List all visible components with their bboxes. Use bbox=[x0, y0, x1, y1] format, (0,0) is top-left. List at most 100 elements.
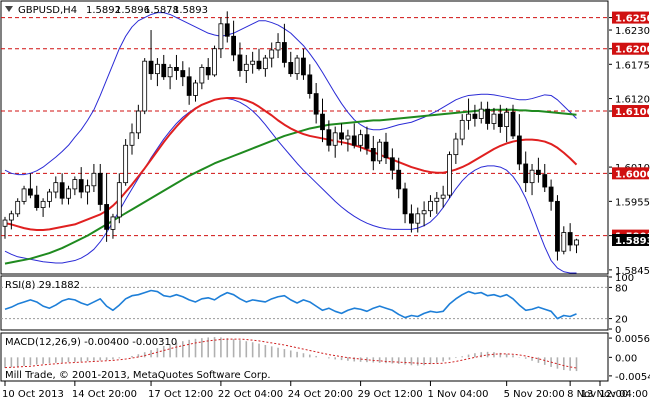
rsi-levels bbox=[1, 286, 608, 320]
candle-0 bbox=[2, 216, 8, 239]
candle-25 bbox=[161, 54, 167, 80]
time-axis: 10 Oct 2013 14 Oct 20:00 17 Oct 12:00 22 Oc… bbox=[2, 381, 648, 400]
bollinger-upper-line bbox=[4, 12, 577, 176]
candle-body-up bbox=[110, 216, 116, 230]
candle-54 bbox=[345, 129, 351, 152]
macd-title: MACD(12,26,9) -0.00400 -0.00310 bbox=[5, 337, 177, 348]
candle-body-up bbox=[218, 23, 224, 50]
candle-body-up bbox=[142, 60, 148, 112]
candle-69 bbox=[440, 185, 446, 208]
candle-body-up bbox=[85, 185, 90, 193]
candle-body-up bbox=[262, 57, 268, 70]
candle-41 bbox=[262, 54, 268, 77]
ma-fast-line bbox=[4, 96, 578, 232]
candle-6 bbox=[40, 198, 46, 217]
candle-body-up bbox=[428, 200, 433, 212]
candle-body-up bbox=[421, 210, 427, 215]
candle-body-down bbox=[497, 113, 503, 127]
candle-body-down bbox=[104, 204, 109, 230]
candle-body-up bbox=[275, 42, 281, 51]
candle-7 bbox=[47, 188, 52, 208]
candle-29 bbox=[186, 67, 192, 105]
candle-3 bbox=[21, 185, 27, 205]
rsi-title: RSI(8) 29.1882 bbox=[5, 280, 80, 291]
rsi-polyline bbox=[4, 289, 577, 320]
candle-body-down bbox=[180, 70, 186, 78]
candle-body-up bbox=[269, 49, 275, 59]
price-tick-label-10: 1.5845 bbox=[615, 266, 650, 277]
candle-17 bbox=[110, 213, 116, 239]
candle-67 bbox=[428, 195, 433, 217]
candle-12 bbox=[78, 167, 84, 199]
candle-body-down bbox=[396, 169, 402, 190]
candle-14 bbox=[91, 163, 97, 193]
price-tick-label-0: 1.6250 bbox=[615, 14, 650, 25]
candle-28 bbox=[180, 61, 186, 87]
candle-body-down bbox=[548, 186, 554, 202]
candle-body-down bbox=[370, 148, 376, 162]
candle-body-down bbox=[256, 60, 262, 70]
candle-60 bbox=[383, 132, 389, 164]
candle-body-up bbox=[53, 182, 59, 193]
macd-pane: 0.00561 0.00 -0.00540 MACD(12,26,9) -0.004… bbox=[0, 332, 650, 383]
candle-body-down bbox=[567, 232, 573, 246]
candle-body-down bbox=[383, 141, 389, 159]
macd-tick-label-1: 0.00 bbox=[615, 353, 637, 364]
candle-38 bbox=[243, 54, 249, 83]
time-tick-label-2: 17 Oct 12:00 bbox=[148, 389, 213, 400]
time-tick-label-9: 13 Nov 04:00 bbox=[581, 389, 648, 400]
candle-body-down bbox=[389, 157, 395, 171]
candle-47 bbox=[301, 48, 306, 80]
candle-39 bbox=[250, 51, 256, 74]
candle-body-down bbox=[34, 194, 40, 208]
candle-body-down bbox=[408, 213, 414, 224]
candle-body-up bbox=[415, 213, 421, 224]
candle-85 bbox=[542, 163, 548, 193]
candle-76 bbox=[485, 101, 491, 130]
candle-body-down bbox=[510, 111, 516, 137]
candle-58 bbox=[370, 135, 376, 171]
candle-body-up bbox=[447, 154, 452, 196]
candle-61 bbox=[389, 148, 395, 180]
candle-body-down bbox=[555, 200, 560, 252]
candle-24 bbox=[154, 58, 160, 87]
candle-80 bbox=[510, 104, 516, 140]
candle-body-down bbox=[320, 113, 325, 131]
candle-body-up bbox=[529, 169, 535, 184]
time-tick-label-6: 1 Nov 04:00 bbox=[427, 389, 488, 400]
candle-body-up bbox=[377, 141, 383, 162]
candle-body-up bbox=[478, 108, 484, 119]
candle-9 bbox=[59, 173, 65, 205]
rsi-plot-frame bbox=[0, 275, 609, 331]
candle-body-up bbox=[434, 197, 440, 202]
candle-63 bbox=[402, 182, 408, 224]
candle-body-up bbox=[199, 67, 205, 84]
ohlc-readout: 1.5892 1.5896 1.5878 1.5893 bbox=[86, 5, 208, 16]
candle-body-down bbox=[148, 60, 154, 75]
candle-72 bbox=[459, 114, 465, 146]
candle-body-up bbox=[2, 219, 8, 227]
candle-33 bbox=[212, 45, 217, 77]
candle-86 bbox=[548, 179, 554, 211]
candle-body-up bbox=[135, 110, 141, 134]
macd-histogram bbox=[4, 337, 578, 372]
candles bbox=[2, 11, 579, 261]
candle-57 bbox=[364, 126, 370, 155]
price-tick-label-7: 1.6000 bbox=[615, 169, 650, 180]
candle-body-up bbox=[193, 82, 198, 96]
candle-22 bbox=[142, 58, 148, 115]
candle-4 bbox=[27, 173, 33, 199]
candle-body-down bbox=[339, 132, 344, 140]
candle-30 bbox=[193, 79, 198, 102]
price-tick-label-5: 1.6100 bbox=[615, 107, 650, 118]
candle-body-down bbox=[27, 188, 33, 196]
price-level-box-7 bbox=[612, 167, 649, 180]
candle-46 bbox=[294, 54, 300, 80]
candle-body-down bbox=[231, 35, 237, 56]
time-tick-label-3: 22 Oct 04:00 bbox=[218, 389, 283, 400]
bollinger-bands bbox=[4, 12, 577, 274]
copyright-footer: Mill Trade, © 2001-2013, MetaQuotes Soft… bbox=[5, 370, 271, 381]
